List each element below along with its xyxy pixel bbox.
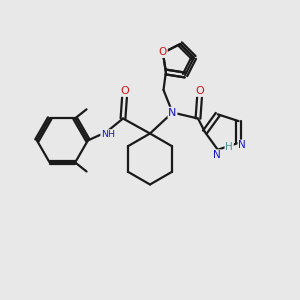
Text: H: H [225,142,233,152]
Text: O: O [120,86,129,96]
Text: N: N [168,107,177,118]
Text: N: N [213,150,221,160]
Text: O: O [159,47,167,57]
Text: O: O [195,86,204,96]
Text: N: N [238,140,246,150]
Text: NH: NH [101,130,115,139]
